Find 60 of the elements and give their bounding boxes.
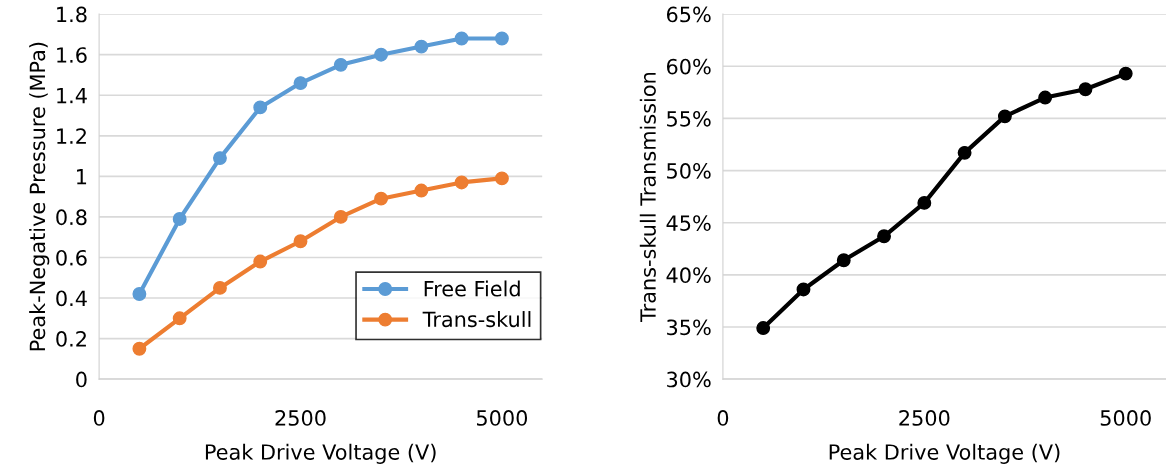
x-tick-label: 2500 <box>899 410 950 426</box>
y-tick-label: 0.2 <box>56 331 86 347</box>
point <box>836 253 851 268</box>
point <box>293 234 308 249</box>
y-tick-label: 35% <box>667 319 711 336</box>
legend-label: Trans-skull <box>422 311 531 328</box>
point <box>1078 82 1093 97</box>
point <box>374 47 389 62</box>
legend-label: Free Field <box>424 280 520 297</box>
x-tick-label: 0 <box>717 410 729 426</box>
y-tick-label: 55% <box>667 110 711 127</box>
point <box>132 341 147 356</box>
point <box>414 183 429 198</box>
point <box>374 191 389 206</box>
y-axis-title: Trans-skull Transmission <box>639 73 656 323</box>
x-tick-label: 5000 <box>477 410 528 426</box>
point <box>454 175 469 190</box>
x-axis-title: Peak Drive Voltage (V) <box>829 443 1060 464</box>
y-tick-label: 50% <box>667 163 711 179</box>
y-tick-label: 0.8 <box>56 209 87 226</box>
point <box>1038 90 1053 105</box>
point <box>957 145 972 160</box>
y-tick-label: 65% <box>666 6 711 23</box>
point <box>172 212 187 226</box>
point <box>917 195 932 210</box>
y-tick-label: 1 <box>77 169 87 185</box>
point <box>132 287 147 301</box>
y-axis-title: Peak-Negative Pressure (MPa) <box>29 42 50 351</box>
point <box>1118 66 1133 81</box>
point <box>756 321 771 335</box>
x-axis-title: Peak Drive Voltage (V) <box>205 443 436 464</box>
y-tick-label: 45% <box>666 215 711 231</box>
y-tick-label: 40% <box>666 267 711 284</box>
point <box>293 76 308 91</box>
y-tick-label: 30% <box>667 371 711 388</box>
y-tick-label: 0.6 <box>56 249 87 266</box>
point <box>997 109 1012 124</box>
y-tick-label: 1.2 <box>57 128 86 144</box>
point <box>796 282 811 297</box>
point <box>877 229 891 244</box>
point <box>454 31 469 46</box>
point <box>494 171 509 186</box>
y-tick-label: 1.4 <box>57 87 87 104</box>
y-tick-label: 0.4 <box>56 290 87 307</box>
point <box>414 39 429 54</box>
point <box>172 311 187 326</box>
point <box>253 100 268 115</box>
y-tick-label: 1.6 <box>57 47 87 63</box>
point <box>333 209 348 224</box>
point <box>213 280 227 295</box>
y-tick-label: 1.8 <box>57 6 87 23</box>
point <box>333 57 348 72</box>
x-tick-label: 5000 <box>1100 410 1151 426</box>
point <box>213 151 227 166</box>
point <box>253 254 268 269</box>
y-tick-label: 60% <box>666 58 711 75</box>
x-tick-label: 0 <box>93 410 105 426</box>
y-tick-label: 0 <box>76 371 87 388</box>
x-tick-label: 2500 <box>275 410 326 426</box>
point <box>494 31 509 46</box>
